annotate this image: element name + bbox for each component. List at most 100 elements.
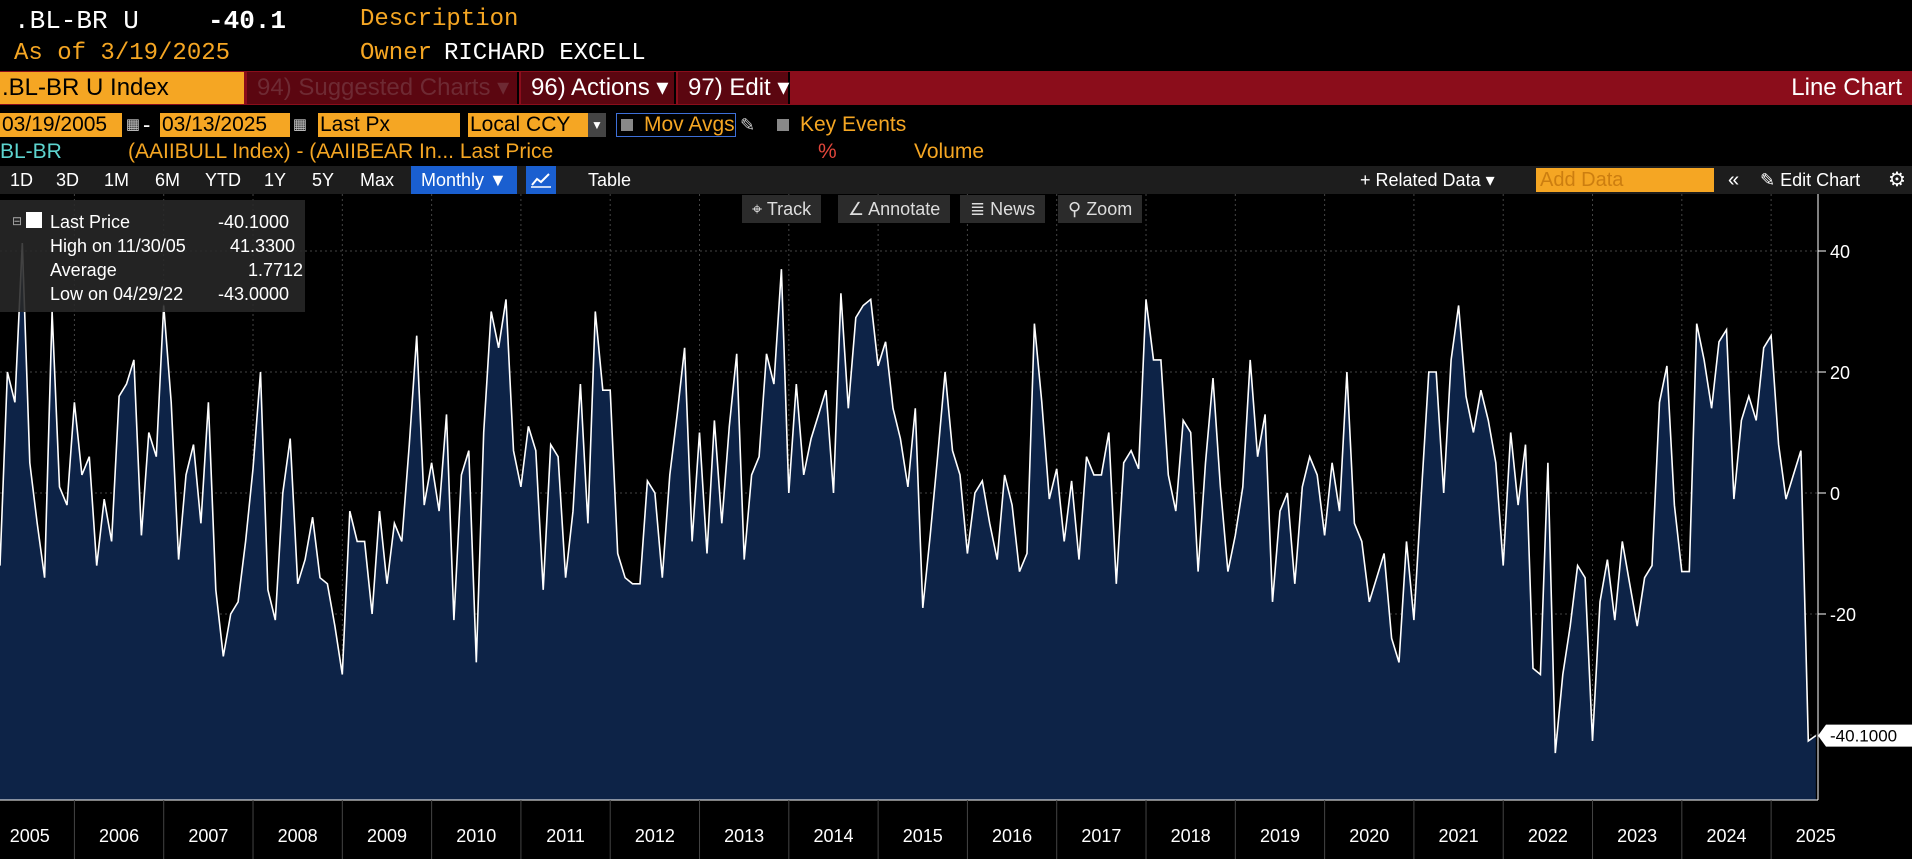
- calendar-icon[interactable]: ▦: [292, 116, 308, 133]
- field-select[interactable]: Last Px: [318, 113, 460, 137]
- series-name[interactable]: BL-BR: [0, 140, 62, 163]
- date-separator: -: [143, 112, 151, 137]
- price-chart[interactable]: 40 20 0 -20 2005 2006 2007 2008 2009 2010 2011 201…: [0, 194, 1912, 859]
- chart-type-label: Line Chart: [1791, 74, 1902, 101]
- collapse-legend-icon[interactable]: ⊟: [12, 214, 23, 228]
- y-axis: 40 20 0 -20: [0, 194, 1856, 801]
- start-date-field[interactable]: 03/19/2005: [0, 113, 122, 137]
- owner-value: RICHARD EXCELL: [444, 40, 646, 67]
- related-data-menu[interactable]: + Related Data ▾: [1360, 170, 1495, 190]
- x-tick-label: 2022: [1528, 826, 1568, 846]
- legend-last-label: Last Price: [50, 212, 131, 232]
- annotate-label: Annotate: [868, 199, 941, 219]
- suggested-charts-menu[interactable]: 94) Suggested Charts ▾: [247, 72, 519, 104]
- line-chart-icon[interactable]: [526, 166, 556, 194]
- table-button[interactable]: Table: [588, 170, 632, 190]
- mov-avgs-label: Mov Avgs: [644, 113, 735, 136]
- calendar-icon[interactable]: ▦: [125, 116, 141, 133]
- security-input[interactable]: .BL-BR U Index: [0, 72, 244, 104]
- x-axis: 2005 2006 2007 2008 2009 2010 2011 2012 2013 2014…: [10, 800, 1836, 859]
- add-data-input[interactable]: Add Data: [1536, 168, 1714, 192]
- percent-toggle[interactable]: %: [818, 140, 837, 163]
- period-ytd[interactable]: YTD: [205, 170, 241, 190]
- chart-legend: [0, 200, 305, 312]
- ticker-symbol: .BL-BR U: [14, 6, 139, 36]
- as-of-date: As of 3/19/2025: [14, 40, 231, 67]
- crosshair-icon: ⌖: [752, 199, 767, 219]
- pencil-icon: ∠: [848, 199, 869, 219]
- x-tick-label: 2006: [99, 826, 139, 846]
- x-tick-label: 2005: [10, 826, 50, 846]
- series-line: [0, 242, 1817, 754]
- period-1d[interactable]: 1D: [10, 170, 34, 190]
- legend-high-value: 41.3300: [230, 236, 296, 256]
- news-tool[interactable]: ≣ News: [960, 195, 1046, 223]
- zoom-label: Zoom: [1086, 199, 1133, 219]
- pencil-icon: ✎: [1760, 170, 1781, 190]
- legend-average-value: 1.7712: [248, 260, 304, 280]
- gear-icon[interactable]: ⚙: [1888, 169, 1906, 191]
- volume-toggle[interactable]: Volume: [914, 140, 985, 163]
- zoom-tool[interactable]: ⚲ Zoom: [1058, 195, 1143, 223]
- description-label[interactable]: Description: [360, 6, 519, 33]
- x-tick-label: 2018: [1171, 826, 1211, 846]
- period-3d[interactable]: 3D: [56, 170, 80, 190]
- y-tick-label: 0: [1830, 484, 1840, 504]
- last-value-tag: [1818, 724, 1912, 747]
- currency-select[interactable]: Local CCY: [468, 113, 588, 137]
- y-tick-label: -20: [1830, 605, 1856, 625]
- series-swatch: [26, 212, 42, 228]
- series-expression[interactable]: (AAIIBULL Index) - (AAIIBEAR In... Last …: [128, 140, 554, 163]
- last-value: -40.1: [208, 6, 287, 36]
- key-events-checkbox[interactable]: [777, 119, 789, 131]
- x-tick-label: 2008: [278, 826, 318, 846]
- actions-menu[interactable]: 96) Actions ▾: [521, 72, 676, 104]
- x-tick-label: 2011: [546, 826, 585, 846]
- edit-menu[interactable]: 97) Edit ▾: [678, 72, 790, 104]
- legend-high-label: High on 11/30/05: [50, 236, 186, 256]
- x-tick-label: 2023: [1617, 826, 1657, 846]
- last-value-marker: -40.1000: [1818, 724, 1912, 747]
- news-label: News: [990, 199, 1036, 219]
- track-label: Track: [766, 199, 812, 219]
- period-6m[interactable]: 6M: [155, 170, 181, 190]
- x-tick-label: 2016: [992, 826, 1032, 846]
- mov-avgs-checkbox[interactable]: [621, 119, 633, 131]
- edit-chart-button[interactable]: ✎ Edit Chart: [1750, 166, 1870, 194]
- x-tick-label: 2020: [1349, 826, 1389, 846]
- mov-avgs-toggle[interactable]: [616, 113, 736, 137]
- x-tick-label: 2009: [367, 826, 407, 846]
- annotate-tool[interactable]: ∠ Annotate: [838, 195, 951, 223]
- magnifier-icon: ⚲: [1068, 199, 1087, 219]
- period-1y[interactable]: 1Y: [264, 170, 287, 190]
- x-tick-label: 2021: [1439, 826, 1479, 846]
- x-tick-label: 2014: [813, 826, 853, 846]
- key-events-label: Key Events: [800, 113, 907, 136]
- x-tick-label: 2025: [1796, 826, 1836, 846]
- legend-low-label: Low on 04/29/22: [50, 284, 184, 304]
- y-tick-label: 20: [1830, 363, 1850, 383]
- x-tick-label: 2012: [635, 826, 675, 846]
- period-max[interactable]: Max: [360, 170, 395, 190]
- legend-last-value: -40.1000: [218, 212, 290, 232]
- news-icon: ≣: [970, 199, 991, 219]
- x-tick-label: 2024: [1706, 826, 1746, 846]
- end-date-field[interactable]: 03/13/2025: [160, 113, 290, 137]
- x-tick-label: 2010: [456, 826, 496, 846]
- x-tick-label: 2017: [1081, 826, 1121, 846]
- x-tick-label: 2007: [188, 826, 228, 846]
- x-tick-label: 2019: [1260, 826, 1300, 846]
- frequency-select[interactable]: Monthly ▼: [411, 166, 517, 194]
- owner-label: Owner: [360, 40, 433, 67]
- series-area: [0, 243, 1816, 800]
- collapse-icon[interactable]: «: [1728, 169, 1740, 191]
- track-tool[interactable]: ⌖ Track: [742, 195, 822, 223]
- x-tick-label: 2015: [903, 826, 943, 846]
- legend-low-value: -43.0000: [218, 284, 290, 304]
- pencil-icon[interactable]: ✎: [740, 115, 756, 135]
- last-value-tag-label: -40.1000: [1830, 727, 1897, 746]
- period-1m[interactable]: 1M: [104, 170, 130, 190]
- chevron-down-icon[interactable]: ▼: [588, 113, 606, 137]
- y-tick-label: 40: [1830, 242, 1850, 262]
- period-5y[interactable]: 5Y: [312, 170, 335, 190]
